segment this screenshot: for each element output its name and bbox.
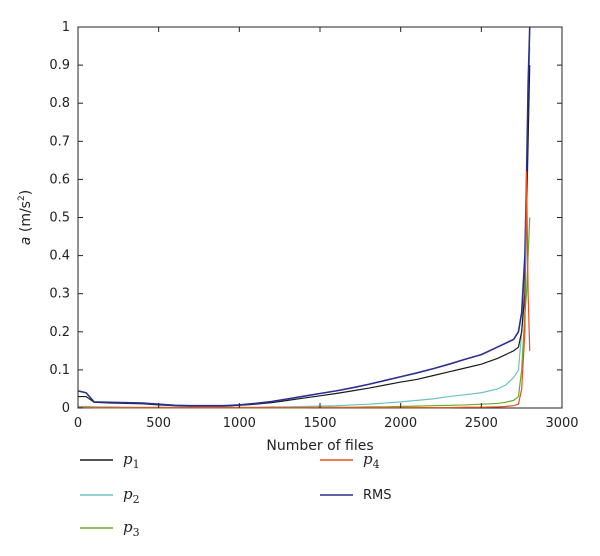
x-tick-label: 3000 (545, 416, 578, 431)
y-tick-label: 0.2 (49, 325, 70, 340)
y-tick-label: 0.8 (49, 96, 70, 111)
series-line-p3 (78, 217, 531, 409)
series-line-p4 (78, 171, 531, 409)
series-line-p1 (78, 65, 531, 407)
legend-label: p3 (123, 518, 140, 539)
y-tick-label: 0.9 (49, 58, 70, 73)
legend-item-p3: p3 (80, 518, 140, 539)
y-tick-label: 0.7 (49, 134, 70, 149)
x-tick-label: 2500 (465, 416, 498, 431)
y-axis-label-sup: 2 (17, 195, 27, 201)
x-tick-label: 1000 (223, 416, 256, 431)
legend-item-p4: p4 (320, 450, 380, 471)
legend-label: p2 (123, 485, 140, 506)
x-axis-ticks: 0 500 1000 1500 2000 2500 3000 (74, 27, 579, 431)
y-tick-label: 0.3 (49, 287, 70, 302)
x-tick-label: 1500 (303, 416, 336, 431)
y-axis-label-unit: (m/s (18, 201, 34, 237)
y-tick-label: 1 (62, 20, 70, 35)
y-tick-label: 0.4 (49, 249, 70, 264)
y-tick-label: 0.5 (49, 211, 70, 226)
legend-label: p1 (123, 450, 140, 471)
y-axis-label-symbol: a (18, 237, 34, 246)
legend-item-p2: p2 (80, 485, 140, 506)
y-axis-label-close: ) (18, 190, 34, 195)
x-tick-label: 2000 (384, 416, 417, 431)
legend-item-rms: RMS (320, 488, 392, 503)
y-axis-label: a (m/s2) (17, 190, 34, 245)
legend-label: RMS (363, 488, 392, 503)
series-line-p2 (78, 46, 531, 408)
y-tick-label: 0.1 (49, 363, 70, 378)
legend-item-p1: p1 (80, 450, 140, 471)
y-axis-ticks: 0 0.1 0.2 0.3 0.4 0.5 0.6 0.7 0.8 0.9 1 (49, 20, 562, 416)
y-tick-label: 0.6 (49, 172, 70, 187)
legend-label: p4 (363, 450, 380, 471)
x-tick-label: 500 (146, 416, 171, 431)
x-axis-label: Number of files (266, 438, 373, 454)
series-layer (77, 26, 531, 409)
series-line-rms (77, 26, 531, 407)
plot-area (77, 26, 563, 409)
y-tick-label: 0 (62, 401, 70, 416)
x-tick-label: 0 (74, 416, 82, 431)
legend: p1 p2 p3 p4 RMS (80, 450, 392, 539)
